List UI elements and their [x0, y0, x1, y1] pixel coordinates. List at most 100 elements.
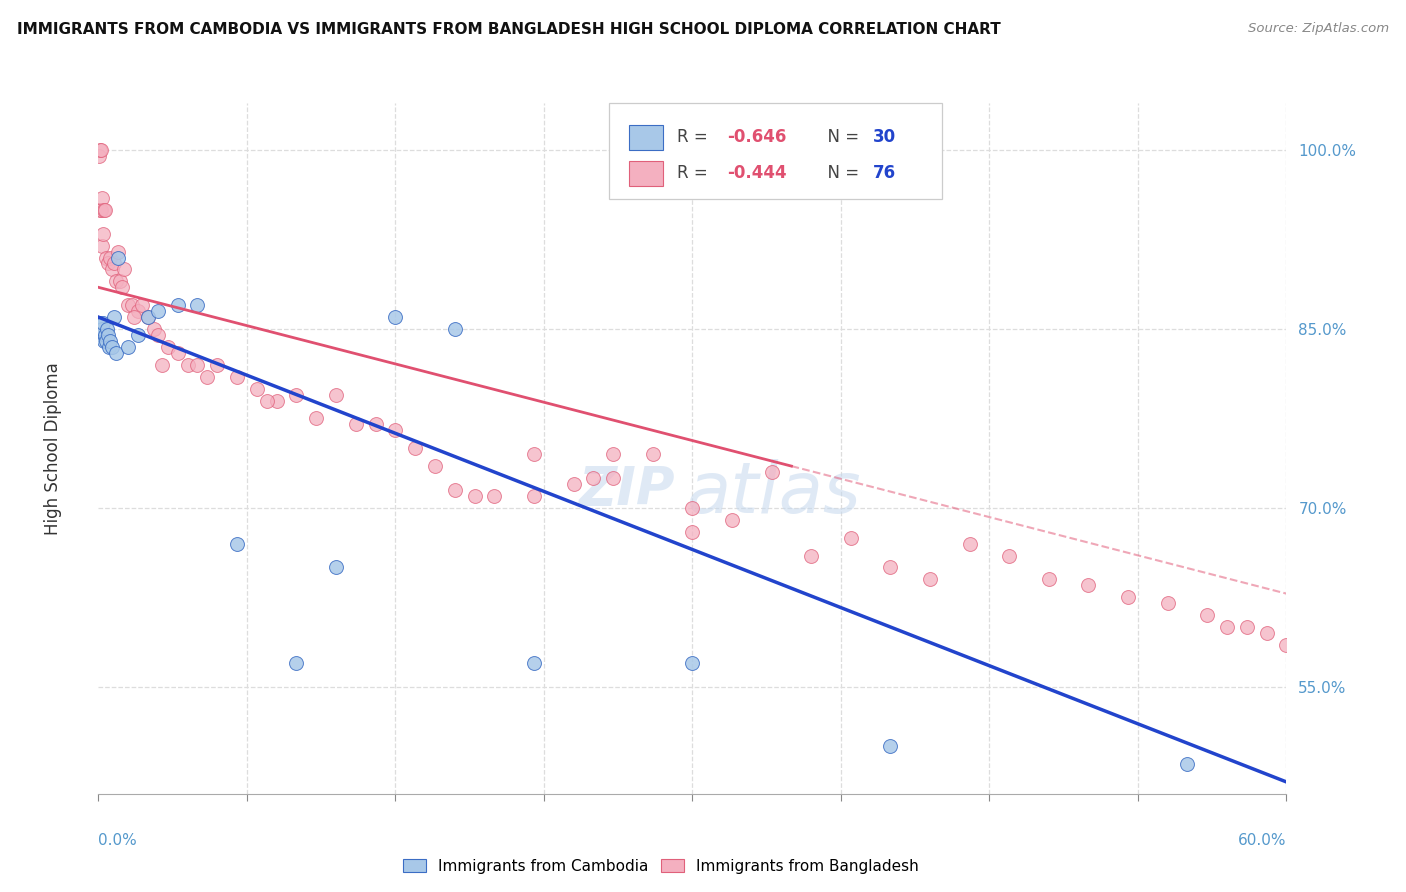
- Point: [523, 489, 546, 503]
- Point: [122, 310, 145, 325]
- Point: [186, 298, 208, 312]
- Point: [1177, 757, 1199, 772]
- Point: [266, 393, 288, 408]
- Point: [93, 334, 115, 348]
- Point: [207, 358, 229, 372]
- Point: [1077, 578, 1099, 592]
- Point: [93, 316, 115, 330]
- Point: [404, 442, 426, 455]
- Text: 76: 76: [873, 164, 896, 183]
- Bar: [630, 125, 662, 150]
- Text: IMMIGRANTS FROM CAMBODIA VS IMMIGRANTS FROM BANGLADESH HIGH SCHOOL DIPLOMA CORRE: IMMIGRANTS FROM CAMBODIA VS IMMIGRANTS F…: [17, 22, 1001, 37]
- Point: [226, 369, 249, 384]
- Point: [1256, 626, 1278, 640]
- Point: [97, 328, 120, 343]
- Point: [111, 280, 134, 294]
- Point: [839, 531, 862, 545]
- Point: [98, 340, 121, 354]
- Point: [97, 256, 120, 270]
- Point: [959, 536, 981, 550]
- Point: [1236, 620, 1258, 634]
- Point: [1275, 638, 1298, 652]
- Point: [103, 256, 125, 270]
- Point: [93, 202, 115, 217]
- Point: [761, 465, 783, 479]
- Point: [105, 274, 128, 288]
- Point: [305, 411, 328, 425]
- Point: [285, 387, 308, 401]
- Point: [721, 513, 744, 527]
- Point: [121, 298, 143, 312]
- Point: [98, 334, 121, 348]
- Point: [98, 251, 121, 265]
- Text: -0.646: -0.646: [727, 128, 786, 146]
- Point: [107, 244, 129, 259]
- Text: N =: N =: [817, 128, 865, 146]
- Point: [107, 251, 129, 265]
- Point: [256, 393, 278, 408]
- Point: [91, 238, 114, 252]
- Text: R =: R =: [678, 164, 713, 183]
- Bar: [630, 161, 662, 186]
- Text: 30: 30: [873, 128, 896, 146]
- Text: ZIP: ZIP: [578, 464, 675, 516]
- Text: 0.0%: 0.0%: [98, 833, 138, 847]
- Point: [384, 423, 406, 437]
- Point: [156, 340, 179, 354]
- Point: [89, 143, 111, 157]
- Point: [90, 143, 112, 157]
- Point: [96, 251, 118, 265]
- Point: [879, 739, 901, 754]
- Point: [246, 382, 269, 396]
- Point: [89, 316, 111, 330]
- Point: [150, 358, 173, 372]
- Point: [344, 417, 367, 432]
- Point: [108, 274, 131, 288]
- Point: [1116, 591, 1139, 605]
- Point: [602, 447, 624, 461]
- Point: [444, 322, 467, 336]
- Point: [325, 560, 347, 574]
- Text: -0.444: -0.444: [727, 164, 786, 183]
- Point: [166, 298, 188, 312]
- Point: [146, 304, 169, 318]
- Point: [89, 149, 111, 163]
- Point: [105, 346, 128, 360]
- Point: [602, 471, 624, 485]
- Text: atlas: atlas: [686, 458, 860, 528]
- Text: High School Diploma: High School Diploma: [44, 362, 62, 534]
- Point: [117, 298, 139, 312]
- Point: [136, 310, 159, 325]
- Point: [127, 328, 149, 343]
- Text: N =: N =: [817, 164, 865, 183]
- Point: [641, 447, 664, 461]
- Text: Source: ZipAtlas.com: Source: ZipAtlas.com: [1249, 22, 1389, 36]
- Point: [800, 549, 823, 563]
- Text: 60.0%: 60.0%: [1239, 833, 1286, 847]
- Point: [93, 227, 115, 241]
- Point: [1197, 608, 1219, 623]
- Point: [920, 572, 942, 586]
- Point: [91, 191, 114, 205]
- Point: [682, 524, 704, 539]
- Point: [96, 334, 118, 348]
- Point: [364, 417, 387, 432]
- Point: [112, 262, 135, 277]
- Point: [582, 471, 605, 485]
- Point: [127, 304, 149, 318]
- Point: [384, 310, 406, 325]
- Legend: Immigrants from Cambodia, Immigrants from Bangladesh: Immigrants from Cambodia, Immigrants fro…: [396, 853, 925, 880]
- Point: [103, 310, 125, 325]
- Point: [1156, 596, 1178, 610]
- Point: [94, 328, 117, 343]
- Point: [226, 536, 249, 550]
- Point: [166, 346, 188, 360]
- Point: [117, 340, 139, 354]
- Point: [91, 322, 114, 336]
- Point: [146, 328, 169, 343]
- Point: [176, 358, 198, 372]
- Point: [96, 322, 118, 336]
- Point: [94, 202, 117, 217]
- Point: [89, 202, 111, 217]
- Point: [136, 310, 159, 325]
